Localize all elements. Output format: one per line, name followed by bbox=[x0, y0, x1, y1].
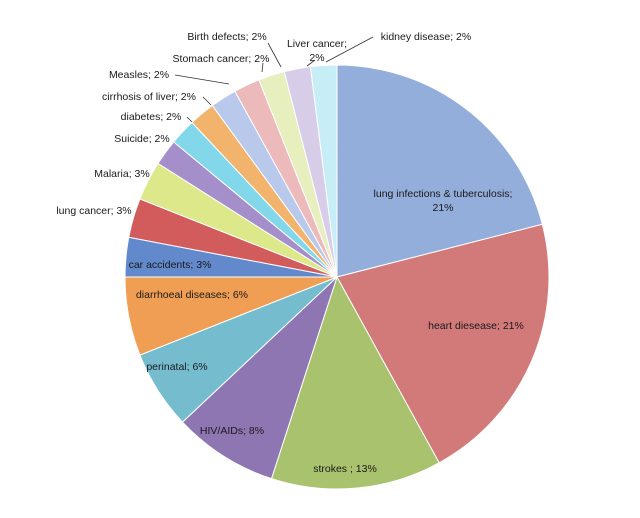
slice-label-lung-infections-tuberculosis: lung infections & tuberculosis; 21% bbox=[374, 188, 513, 214]
slice-label-car-accidents: car accidents; 3% bbox=[129, 259, 212, 271]
leader-line-cirrhosis-of-liver bbox=[202, 96, 212, 106]
slice-label-suicide: Suicide; 2% bbox=[114, 133, 169, 145]
slice-label-kidney-disease: kidney disease; 2% bbox=[381, 31, 471, 43]
slice-label-heart-diesease: heart diesease; 21% bbox=[428, 320, 524, 332]
pie-slice-lung-infections-tuberculosis bbox=[336, 64, 543, 278]
slice-label-measles: Measles; 2% bbox=[109, 69, 169, 81]
leader-line-kidney-disease bbox=[325, 36, 374, 63]
slice-label-cirrhosis-of-liver: cirrhosis of liver; 2% bbox=[102, 91, 196, 103]
leader-line-liver-cancer bbox=[306, 59, 316, 67]
slice-label-hiv-aids: HIV/AIDs; 8% bbox=[200, 425, 264, 437]
slice-label-strokes: strokes ; 13% bbox=[313, 463, 377, 475]
slice-label-stomach-cancer: Stomach cancer; 2% bbox=[173, 53, 270, 65]
slice-label-lung-cancer: lung cancer; 3% bbox=[56, 205, 131, 217]
slice-label-liver-cancer: Liver cancer; 2% bbox=[287, 38, 347, 64]
slice-label-diarrhoeal-diseases: diarrhoeal diseases; 6% bbox=[136, 289, 248, 301]
leader-line-stomach-cancer bbox=[261, 62, 264, 73]
slice-label-malaria: Malaria; 3% bbox=[94, 168, 149, 180]
leader-line-measles bbox=[174, 74, 230, 85]
pie-slice-hiv-aids bbox=[181, 276, 338, 480]
pie-slice-strokes bbox=[270, 275, 440, 490]
pie-slice-heart-diesease bbox=[336, 223, 550, 464]
slice-label-birth-defects: Birth defects; 2% bbox=[187, 31, 266, 43]
leader-line-birth-defects bbox=[267, 42, 282, 68]
slice-label-diabetes: diabetes; 2% bbox=[121, 111, 182, 123]
slice-label-perinatal: perinatal; 6% bbox=[146, 361, 207, 373]
pie-slice-kidney-disease bbox=[309, 64, 338, 278]
leader-line-diabetes bbox=[186, 116, 193, 123]
